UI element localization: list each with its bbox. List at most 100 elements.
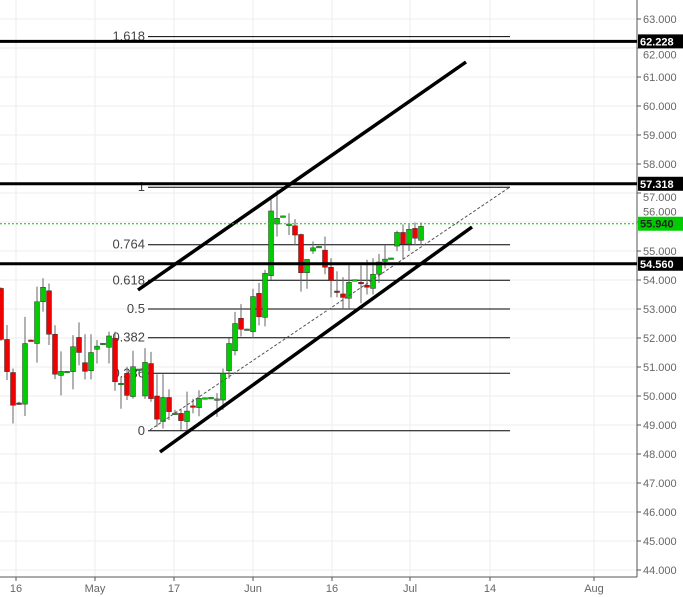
price-tick-label: 52.000 xyxy=(643,333,677,345)
price-tick-label: 58.000 xyxy=(643,159,677,171)
candle-up xyxy=(418,226,424,241)
candle-up xyxy=(250,296,256,332)
candle-down xyxy=(322,249,328,268)
horizontal-level-label: 57.318 xyxy=(640,179,674,191)
price-tick-label: 53.000 xyxy=(643,304,677,316)
candle-up xyxy=(232,323,238,352)
price-tick-label: 59.000 xyxy=(643,130,677,142)
price-tick-label: 44.000 xyxy=(643,565,677,577)
candle-down xyxy=(148,363,154,399)
candle-up xyxy=(58,371,64,376)
time-tick-label: Jul xyxy=(403,583,417,595)
candle-down xyxy=(340,293,346,298)
price-tick-label: 46.000 xyxy=(643,507,677,519)
candle-down xyxy=(0,288,4,340)
candle-up xyxy=(268,210,274,276)
time-tick-label: 16 xyxy=(326,583,338,595)
price-tick-label: 51.000 xyxy=(643,362,677,374)
candle-up xyxy=(310,247,316,252)
candle-up xyxy=(370,273,376,289)
price-tick-label: 56.000 xyxy=(643,207,677,219)
candle-up xyxy=(70,346,76,372)
candle-up xyxy=(88,352,94,372)
candle-up xyxy=(316,246,322,249)
candle-up xyxy=(274,217,280,225)
candle-down xyxy=(412,228,418,239)
channel-upper-line xyxy=(137,60,467,292)
channel-lower-line xyxy=(158,225,474,454)
time-tick-label: 17 xyxy=(168,583,180,595)
candle-down xyxy=(166,397,172,412)
fib-level-label: 0.618 xyxy=(112,272,145,287)
last-price-tag xyxy=(638,216,683,231)
candle-up xyxy=(346,282,352,299)
candle-up xyxy=(142,362,148,397)
candle-up xyxy=(34,301,40,344)
candle-down xyxy=(16,402,22,405)
candle-up xyxy=(220,373,226,401)
candle-up xyxy=(214,398,220,401)
candle-up xyxy=(40,287,46,302)
horizontal-level-tag xyxy=(638,256,683,271)
candle-down xyxy=(256,293,262,318)
candle-down xyxy=(82,362,88,372)
candle-down xyxy=(334,290,340,293)
price-tick-label: 60.000 xyxy=(643,101,677,113)
candle-up xyxy=(262,273,268,318)
candle-down xyxy=(298,234,304,273)
time-tick-label: May xyxy=(85,583,106,595)
price-tick-label: 61.000 xyxy=(643,72,677,84)
candle-down xyxy=(4,339,10,372)
time-tick-label: Aug xyxy=(584,583,604,595)
price-tick-label: 54.000 xyxy=(643,275,677,287)
candle-up xyxy=(100,342,106,345)
candle-up xyxy=(106,335,112,348)
price-tick-label: 48.000 xyxy=(643,449,677,461)
horizontal-level-label: 54.560 xyxy=(640,259,674,271)
candle-down xyxy=(328,266,334,281)
candle-up xyxy=(160,397,166,422)
price-tick-label: 45.000 xyxy=(643,536,677,548)
price-tick-label: 49.000 xyxy=(643,420,677,432)
fib-level-label: 0.764 xyxy=(112,237,145,252)
candle-up xyxy=(286,223,292,226)
candle-down xyxy=(28,339,34,342)
candle-up xyxy=(280,215,286,218)
time-tick-label: 14 xyxy=(484,583,496,595)
fib-level-label: 0.5 xyxy=(127,301,145,316)
candle-up xyxy=(184,410,190,422)
horizontal-level-tag xyxy=(638,34,683,49)
candle-up xyxy=(64,371,70,374)
candle-up xyxy=(388,257,394,260)
candle-up xyxy=(244,328,250,331)
candle-down xyxy=(52,333,58,375)
candle-up xyxy=(352,279,358,282)
time-tick-label: 16 xyxy=(10,583,22,595)
horizontal-level-tag xyxy=(638,176,683,191)
candle-down xyxy=(112,338,118,383)
price-tick-label: 63.000 xyxy=(643,14,677,26)
candle-down xyxy=(178,413,184,421)
candle-down xyxy=(358,282,364,285)
candle-down xyxy=(238,318,244,330)
candle-down xyxy=(154,395,160,420)
price-tick-label: 50.000 xyxy=(643,391,677,403)
trend-midline xyxy=(149,186,511,431)
fib-level-label: 1 xyxy=(138,179,145,194)
fib-level-label: 0 xyxy=(138,423,145,438)
candle-down xyxy=(46,290,52,335)
last-price-label: 55.940 xyxy=(640,219,674,231)
horizontal-level-label: 62.228 xyxy=(640,36,674,48)
candle-up xyxy=(304,259,310,274)
price-tick-label: 62.000 xyxy=(643,49,677,61)
candle-up xyxy=(226,343,232,372)
candle-down xyxy=(76,337,82,353)
candle-up xyxy=(94,345,100,350)
price-tick-label: 55.000 xyxy=(643,246,677,258)
price-tick-label: 57.000 xyxy=(643,192,677,204)
candle-up xyxy=(382,258,388,262)
candle-down xyxy=(292,225,298,236)
candle-down xyxy=(10,372,16,406)
